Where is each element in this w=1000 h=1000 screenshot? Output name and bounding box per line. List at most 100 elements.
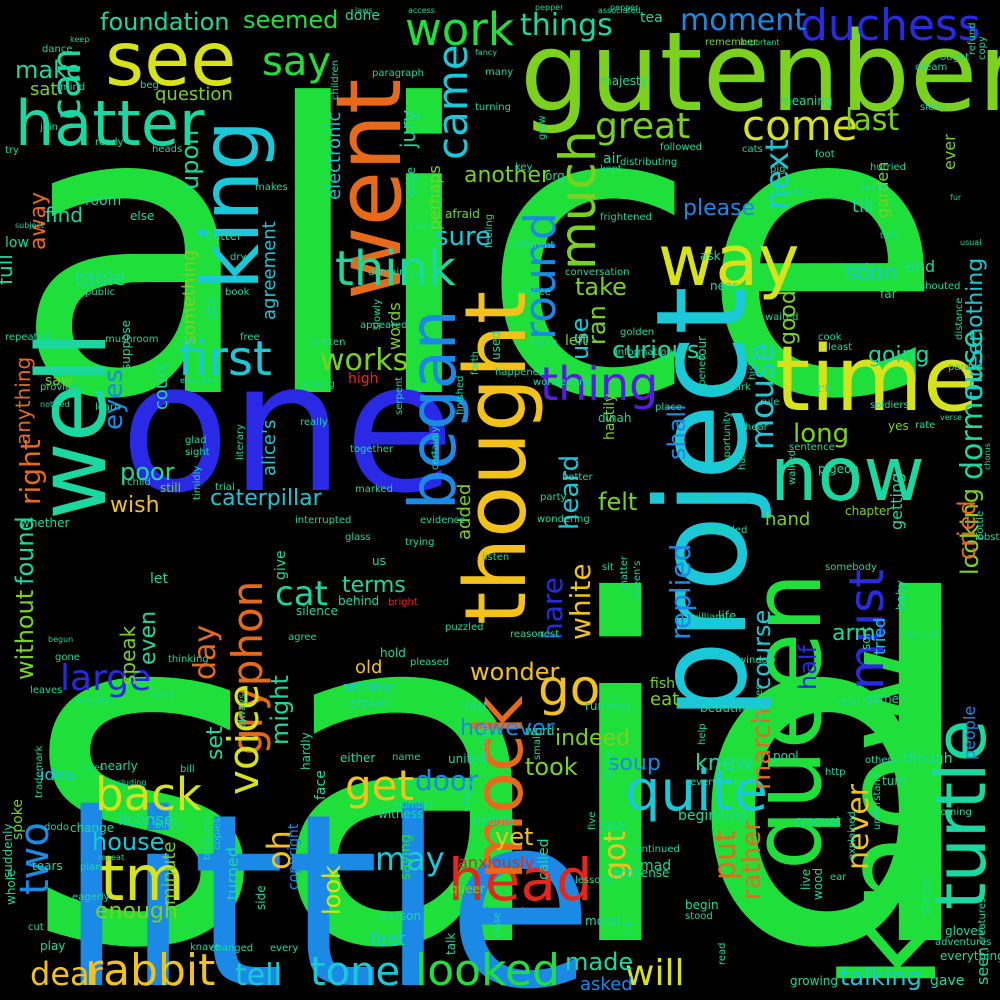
word-join: join xyxy=(39,122,58,133)
word-cried: cried xyxy=(953,500,981,560)
word-finished: finished xyxy=(455,376,466,415)
word-enough: enough xyxy=(95,899,178,924)
word-soon: soon xyxy=(845,261,897,286)
word-glad: glad xyxy=(185,435,207,446)
word-hand: hand xyxy=(765,509,810,530)
word-executed: executed xyxy=(180,376,217,385)
word-idea: idea xyxy=(40,765,74,784)
word-explained: explained xyxy=(847,811,858,860)
word-serpent: serpent xyxy=(394,377,405,415)
word-different: different xyxy=(512,240,555,251)
word-heads: heads xyxy=(152,144,182,155)
word-tears: tears xyxy=(32,859,63,873)
word-copy: copy xyxy=(977,36,988,60)
word-though: though xyxy=(903,751,953,767)
word-majesty: majesty xyxy=(600,74,648,88)
word-tell: tell xyxy=(235,958,282,993)
word-bill: bill xyxy=(180,764,195,775)
word-eat: eat xyxy=(650,689,679,710)
word-pigeon: pigeon xyxy=(818,462,859,476)
word-sentence: sentence xyxy=(789,442,835,453)
word-people: people xyxy=(960,706,979,760)
word-eyes: eyes xyxy=(99,369,129,430)
word-talk: talk xyxy=(444,933,458,955)
word-getting: getting xyxy=(887,473,906,530)
word-dry: dry xyxy=(230,252,246,263)
word-edge: edge xyxy=(404,167,418,197)
word-tm: tm xyxy=(100,842,185,915)
word-words: words xyxy=(385,302,404,350)
word-let: let xyxy=(150,571,169,587)
word-agreement: agreement xyxy=(259,221,280,320)
word-domain: domain xyxy=(368,267,405,278)
word-gutenberg: gutenberg xyxy=(520,8,1000,136)
word-pardon: pardon xyxy=(948,362,983,373)
word-far: far xyxy=(880,287,897,301)
word-done: done xyxy=(345,8,380,24)
word-minute: minute xyxy=(159,842,180,905)
word-used: used xyxy=(489,331,503,360)
word-thinking: thinking xyxy=(168,654,209,665)
word-looked: looked xyxy=(415,945,560,996)
word-opened: opened xyxy=(697,355,708,392)
word-eagerly: eagerly xyxy=(72,892,110,903)
word-refund: refund xyxy=(967,22,978,55)
word-voice: voice xyxy=(219,684,268,795)
word-works: works xyxy=(320,343,408,378)
word-till: till xyxy=(852,196,874,217)
word-hardly: hardly xyxy=(299,732,313,770)
word-electronic: electronic xyxy=(324,112,345,200)
word-shall: shall xyxy=(663,404,691,460)
word-number: number xyxy=(395,800,435,811)
word-tried: tried xyxy=(870,618,889,655)
word-others: others xyxy=(865,755,897,766)
word-little: little xyxy=(58,762,594,1000)
word-ought: ought xyxy=(940,52,969,63)
word-take: take xyxy=(575,273,627,301)
word-birds: birds xyxy=(155,820,180,831)
word-dance: dance xyxy=(42,44,72,55)
word-five: five xyxy=(587,812,598,830)
word-turning: turning xyxy=(475,102,511,113)
word-half: half xyxy=(794,644,822,690)
word-queen: queen xyxy=(733,572,843,870)
word-laws: laws xyxy=(355,6,373,15)
word-go: go xyxy=(538,659,600,717)
word-slates: slates xyxy=(80,763,104,772)
word-poor: poor xyxy=(120,458,175,486)
word-rate: rate xyxy=(915,420,935,431)
word-table: table xyxy=(75,266,126,290)
word-distance: distance xyxy=(954,298,965,340)
word-sort: sort xyxy=(859,626,873,650)
word-listen: listen xyxy=(482,552,509,563)
word-meaning: meaning xyxy=(780,94,833,108)
word-chorus: chorus xyxy=(983,443,992,470)
word-four: four xyxy=(695,336,709,360)
word-remark: remark xyxy=(715,382,751,393)
word-verse: verse xyxy=(940,413,962,422)
word-child: child xyxy=(127,477,151,488)
word-march: march xyxy=(747,708,777,790)
word-cat: cat xyxy=(275,574,328,614)
word-pig: pig xyxy=(770,164,785,175)
word-tired: tired xyxy=(410,222,433,233)
word-deal: deal xyxy=(838,697,859,708)
word-ear: ear xyxy=(830,872,847,883)
word-middle: middle xyxy=(473,814,514,828)
word-moment: moment xyxy=(680,3,806,38)
word-knave: knave xyxy=(190,942,220,953)
word-states: states xyxy=(919,878,933,915)
word-beginning: beginning xyxy=(678,808,748,824)
word-hurried: hurried xyxy=(870,162,906,173)
word-wish: wish xyxy=(110,493,160,518)
word-suppose: suppose xyxy=(119,320,133,370)
word-rather: rather xyxy=(737,820,767,900)
word-last: last xyxy=(845,103,899,138)
word-donations: donations xyxy=(480,906,549,922)
word-forth: forth xyxy=(470,351,481,375)
word-went: went xyxy=(317,79,422,300)
word-rest: rest xyxy=(540,629,559,640)
word-plan: plan xyxy=(80,862,102,873)
word-sight: sight xyxy=(185,447,210,458)
word-life: life xyxy=(718,609,736,623)
